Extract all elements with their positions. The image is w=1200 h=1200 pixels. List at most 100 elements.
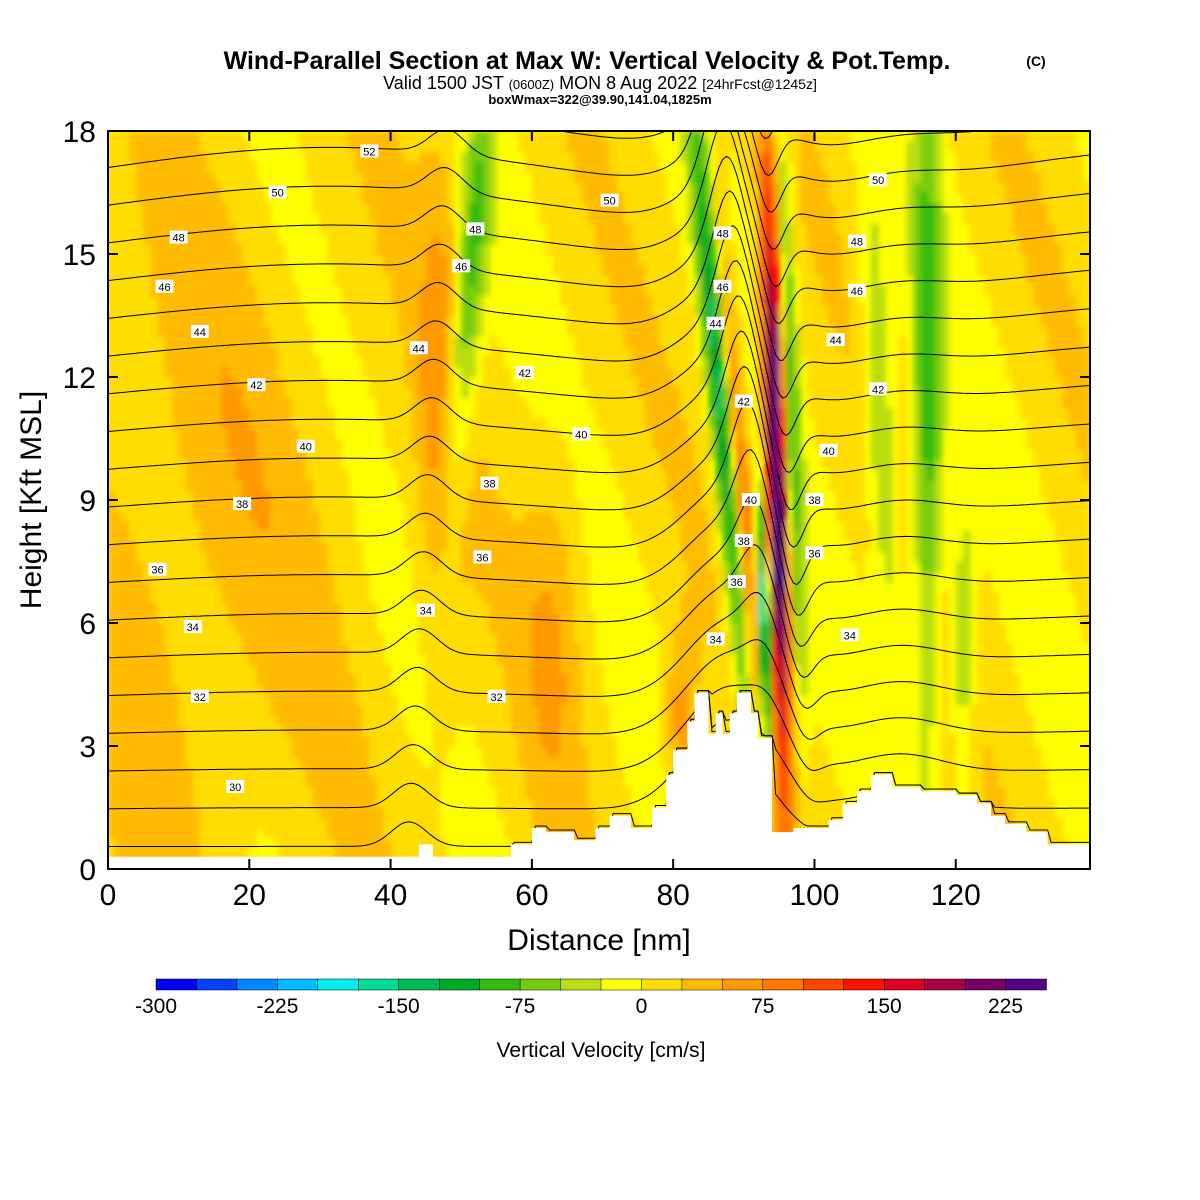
velocity-cell: [263, 377, 272, 388]
velocity-cell: [546, 192, 554, 204]
velocity-cell: [581, 643, 589, 655]
velocity-cell: [440, 571, 448, 583]
velocity-cell: [369, 274, 378, 286]
velocity-cell: [192, 602, 201, 614]
velocity-cell: [616, 284, 625, 296]
velocity-cell: [652, 264, 660, 276]
velocity-cell: [178, 674, 187, 686]
velocity-cell: [143, 694, 151, 706]
velocity-cell: [108, 725, 116, 737]
velocity-cell: [659, 274, 667, 286]
velocity-cell: [157, 397, 166, 409]
velocity-cell: [397, 284, 406, 296]
velocity-cell: [673, 377, 681, 388]
velocity-cell: [355, 602, 363, 614]
velocity-cell: [376, 213, 385, 224]
velocity-cell: [284, 828, 293, 839]
velocity-cell: [524, 489, 533, 501]
velocity-cell: [475, 653, 484, 665]
velocity-cell: [652, 407, 660, 419]
velocity-cell: [221, 479, 229, 491]
velocity-cell: [531, 653, 540, 665]
velocity-cell: [468, 192, 476, 204]
velocity-cell: [616, 233, 625, 245]
velocity-cell: [637, 407, 646, 419]
velocity-cell: [334, 787, 342, 798]
velocity-cell: [510, 428, 519, 440]
velocity-cell: [228, 315, 236, 327]
velocity-cell: [327, 489, 335, 501]
velocity-cell: [122, 735, 130, 747]
velocity-cell: [263, 828, 272, 839]
velocity-cell: [496, 428, 505, 440]
velocity-cell: [673, 356, 681, 368]
velocity-cell: [595, 192, 604, 204]
velocity-cell: [673, 254, 681, 265]
velocity-cell: [595, 213, 604, 224]
velocity-cell: [404, 305, 413, 317]
velocity-cell: [185, 274, 194, 286]
velocity-cell: [171, 746, 180, 757]
velocity-cell: [115, 725, 123, 737]
velocity-cell: [630, 223, 639, 235]
velocity-cell: [383, 305, 392, 317]
velocity-cell: [503, 623, 512, 634]
velocity-cell: [397, 366, 406, 378]
velocity-cell: [383, 705, 392, 716]
velocity-cell: [440, 223, 448, 235]
velocity-cell: [383, 428, 392, 440]
velocity-cell: [383, 284, 392, 296]
velocity-cell: [327, 633, 335, 645]
velocity-cell: [263, 633, 272, 645]
velocity-cell: [270, 571, 279, 583]
velocity-cell: [312, 694, 321, 706]
velocity-cell: [235, 756, 243, 768]
velocity-cell: [334, 602, 342, 614]
velocity-cell: [659, 592, 667, 604]
velocity-cell: [235, 233, 243, 245]
velocity-cell: [122, 684, 130, 696]
velocity-cell: [242, 407, 250, 419]
velocity-cell: [404, 807, 413, 819]
velocity-cell: [652, 254, 660, 265]
velocity-cell: [312, 756, 321, 768]
velocity-cell: [355, 264, 363, 276]
velocity-cell: [673, 715, 681, 727]
velocity-cell: [263, 469, 272, 481]
velocity-cell: [164, 438, 173, 450]
velocity-cell: [228, 264, 236, 276]
velocity-cell: [221, 633, 229, 645]
velocity-cell: [115, 243, 123, 255]
velocity-cell: [673, 602, 681, 614]
velocity-cell: [108, 233, 116, 245]
velocity-cell: [256, 592, 265, 604]
velocity-cell: [334, 182, 342, 194]
velocity-cell: [214, 479, 222, 491]
velocity-cell: [150, 438, 159, 450]
velocity-cell: [503, 489, 512, 501]
velocity-cell: [425, 336, 434, 347]
velocity-cell: [510, 797, 519, 809]
velocity-cell: [475, 469, 484, 481]
velocity-cell: [171, 336, 180, 347]
velocity-cell: [298, 541, 307, 552]
velocity-cell: [383, 766, 392, 778]
velocity-cell: [235, 356, 243, 368]
velocity-cell: [150, 202, 159, 214]
velocity-cell: [475, 233, 484, 245]
velocity-cell: [136, 541, 144, 552]
velocity-cell: [242, 735, 250, 747]
velocity-cell: [341, 172, 349, 183]
velocity-cell: [348, 623, 356, 634]
velocity-cell: [560, 151, 568, 163]
velocity-cell: [538, 633, 547, 645]
velocity-cell: [602, 141, 611, 153]
velocity-cell: [214, 161, 222, 173]
velocity-cell: [433, 817, 441, 829]
velocity-cell: [694, 387, 703, 399]
velocity-cell: [143, 807, 151, 819]
velocity-cell: [164, 653, 173, 665]
velocity-cell: [637, 377, 646, 388]
velocity-cell: [150, 151, 159, 163]
velocity-cell: [185, 489, 194, 501]
